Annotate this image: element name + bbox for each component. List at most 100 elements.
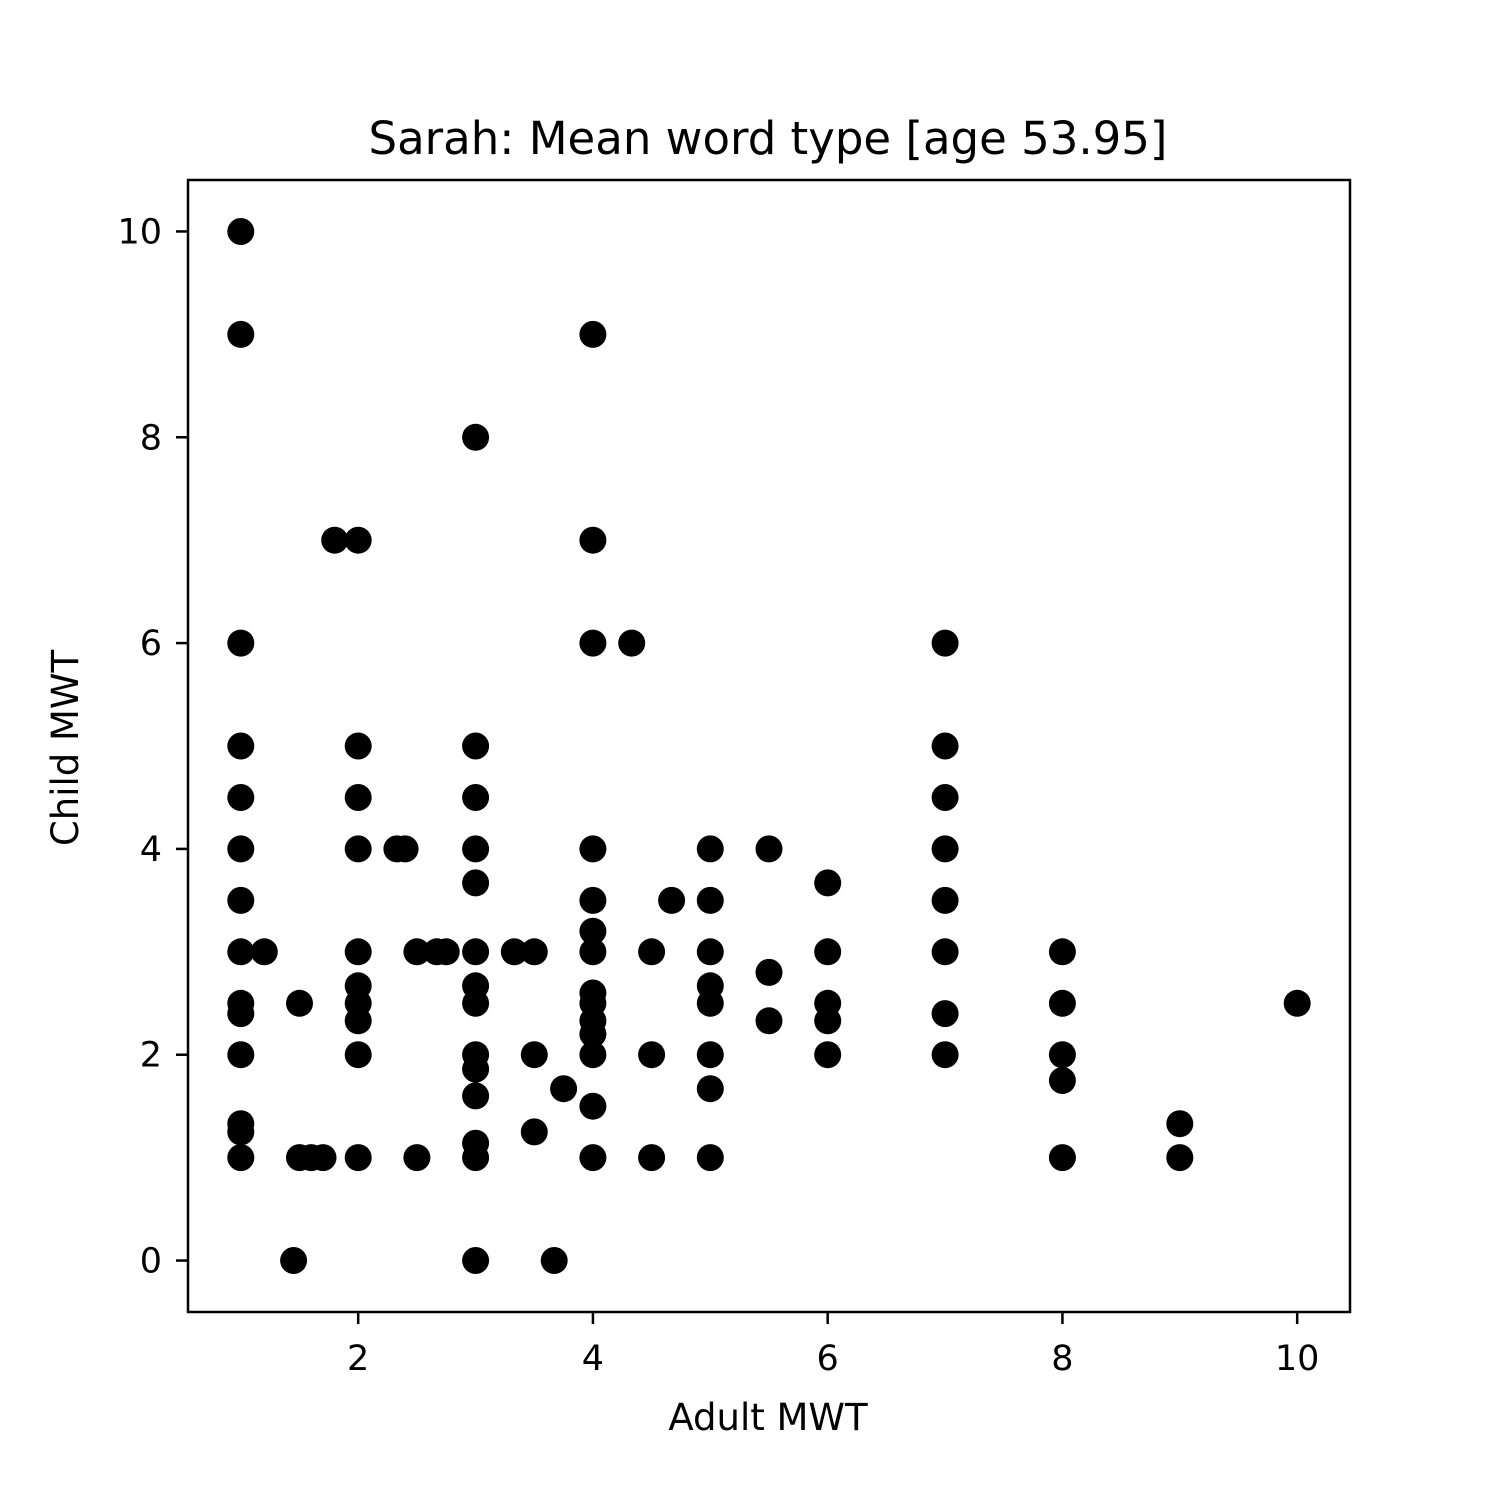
data-point [462, 732, 490, 760]
data-point [344, 1144, 372, 1172]
data-point [1048, 938, 1076, 966]
data-point [638, 1041, 666, 1069]
data-point [638, 938, 666, 966]
data-point [1166, 1144, 1194, 1172]
data-point [250, 938, 278, 966]
data-point [696, 886, 724, 914]
data-point [638, 1144, 666, 1172]
data-point [344, 1007, 372, 1035]
data-points [227, 218, 1311, 1274]
data-point [696, 989, 724, 1017]
data-point [579, 526, 607, 554]
data-point [931, 784, 959, 811]
data-point [344, 784, 372, 811]
data-point [227, 732, 255, 760]
data-point [579, 1144, 607, 1172]
data-point [227, 1118, 255, 1146]
data-point [462, 423, 490, 451]
data-point [321, 526, 349, 554]
data-point [309, 1144, 337, 1172]
data-point [696, 938, 724, 966]
data-point [658, 886, 686, 914]
data-point [550, 1075, 578, 1103]
x-tick-label: 8 [1051, 1339, 1073, 1379]
data-point [579, 835, 607, 863]
data-point [579, 1020, 607, 1048]
data-point [462, 869, 490, 897]
data-point [618, 629, 646, 657]
y-tick-label: 6 [140, 624, 162, 664]
data-point [1048, 1041, 1076, 1069]
y-tick-label: 10 [117, 212, 162, 252]
data-point [931, 732, 959, 760]
x-tick-label: 10 [1275, 1339, 1320, 1379]
data-point [227, 218, 255, 245]
data-point [931, 1000, 959, 1028]
y-axis-ticks: 0 2 4 6 8 10 [117, 212, 188, 1282]
data-point [1166, 1110, 1194, 1138]
data-point [696, 1144, 724, 1172]
data-point [280, 1247, 308, 1274]
data-point [227, 1144, 255, 1172]
data-point [579, 938, 607, 966]
data-point [344, 835, 372, 863]
y-axis-label: Child MWT [44, 650, 87, 847]
data-point [391, 835, 419, 863]
data-point [227, 886, 255, 914]
data-point [931, 938, 959, 966]
x-tick-label: 6 [817, 1339, 839, 1379]
data-point [579, 1092, 607, 1120]
data-point [1048, 989, 1076, 1017]
x-tick-label: 4 [582, 1339, 604, 1379]
data-point [227, 1041, 255, 1069]
data-point [462, 989, 490, 1017]
data-point [344, 938, 372, 966]
x-axis-label: Adult MWT [668, 1396, 868, 1439]
y-tick-label: 4 [140, 830, 162, 870]
y-tick-label: 8 [140, 418, 162, 458]
data-point [344, 1041, 372, 1069]
data-point [814, 938, 842, 966]
y-tick-label: 2 [140, 1036, 162, 1076]
data-point [1283, 989, 1311, 1017]
data-point [579, 917, 607, 945]
data-point [227, 320, 255, 348]
data-point [227, 1000, 255, 1028]
y-tick-label: 0 [140, 1242, 162, 1282]
data-point [755, 835, 783, 863]
data-point [579, 320, 607, 348]
data-point [696, 835, 724, 863]
data-point [755, 958, 783, 986]
data-point [462, 1082, 490, 1110]
data-point [814, 869, 842, 897]
data-point [696, 1041, 724, 1069]
data-point [286, 989, 313, 1017]
data-point [520, 938, 548, 966]
data-point [579, 629, 607, 657]
data-point [696, 1075, 724, 1103]
data-point [579, 886, 607, 914]
data-point [755, 1007, 783, 1035]
data-point [344, 526, 372, 554]
data-point [462, 938, 490, 966]
data-point [500, 938, 528, 966]
data-point [520, 1118, 548, 1146]
data-point [814, 1041, 842, 1069]
data-point [462, 1247, 490, 1274]
data-point [227, 938, 255, 966]
data-point [227, 835, 255, 863]
data-point [931, 629, 959, 657]
data-point [814, 1007, 842, 1035]
data-point [931, 1041, 959, 1069]
x-axis-ticks: 2 4 6 8 10 [347, 1312, 1319, 1379]
data-point [462, 835, 490, 863]
data-point [540, 1247, 568, 1274]
x-tick-label: 2 [347, 1339, 369, 1379]
data-point [432, 938, 460, 966]
data-point [462, 1055, 490, 1083]
data-point [227, 629, 255, 657]
data-point [1048, 1067, 1076, 1094]
data-point [403, 938, 431, 966]
